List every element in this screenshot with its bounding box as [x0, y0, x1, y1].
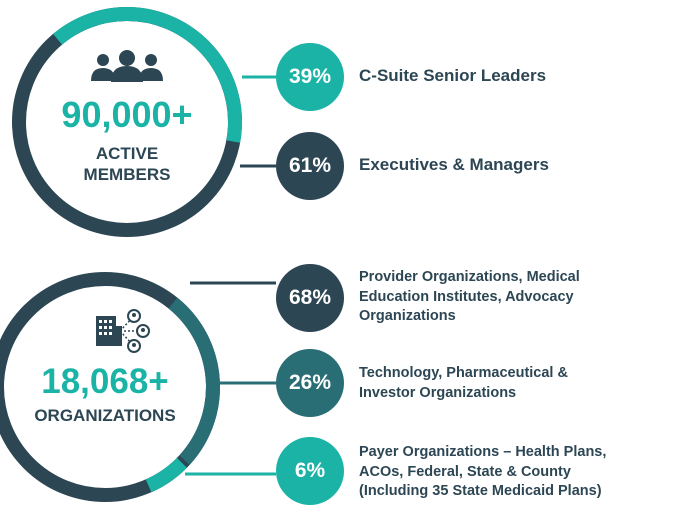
bubble-csuite [276, 43, 344, 111]
label-payer-line3: (Including 35 State Medicaid Plans) [359, 483, 602, 499]
org-ring-midteal-arc [168, 297, 220, 465]
bubble-percent-provider: 68% [288, 286, 332, 309]
label-csuite: C-Suite Senior Leaders [359, 66, 547, 85]
organizations-count: 18,068+ [41, 362, 169, 401]
bubble-percent-technology: 26% [288, 371, 332, 394]
bubble-executives [276, 132, 344, 200]
label-provider: Provider Organizations, Medical Educatio… [359, 268, 580, 327]
bubble-payer [276, 437, 344, 505]
members-label-line1: ACTIVE [95, 144, 159, 163]
building-network-icon [96, 309, 150, 353]
label-payer-line1: Payer Organizations – Health Plans, [359, 444, 607, 460]
bubble-technology [276, 349, 344, 417]
label-provider-line1: Provider Organizations, Medical [359, 269, 580, 285]
label-provider-line3: Organizations [359, 308, 456, 324]
label-technology-line1: Technology, Pharmaceutical & [359, 365, 568, 381]
bubble-percent-executives: 61% [288, 154, 332, 177]
organizations-label: ORGANIZATIONS [34, 406, 176, 425]
bubble-percent-csuite: 39% [288, 65, 332, 88]
people-group-icon [91, 50, 163, 82]
label-technology-line2: Investor Organizations [359, 384, 517, 401]
bubble-provider [276, 264, 344, 332]
label-provider-line2: Education Institutes, Advocacy [359, 288, 574, 305]
members-count: 90,000+ [61, 94, 193, 135]
members-ring-teal-arc [53, 7, 242, 143]
org-ring-teal-arc [145, 457, 187, 493]
label-executives: Executives & Managers [359, 155, 549, 174]
members-ring [12, 7, 242, 237]
organizations-ring [0, 272, 220, 502]
bubble-percent-payer: 6% [294, 459, 326, 482]
label-payer: Payer Organizations – Health Plans, ACOs… [359, 443, 606, 502]
members-label-line2: MEMBERS [83, 165, 171, 184]
label-technology: Technology, Pharmaceutical & Investor Or… [359, 364, 568, 403]
members-label: ACTIVE MEMBERS [47, 143, 207, 185]
label-payer-line2: ACOs, Federal, State & County [359, 463, 571, 480]
